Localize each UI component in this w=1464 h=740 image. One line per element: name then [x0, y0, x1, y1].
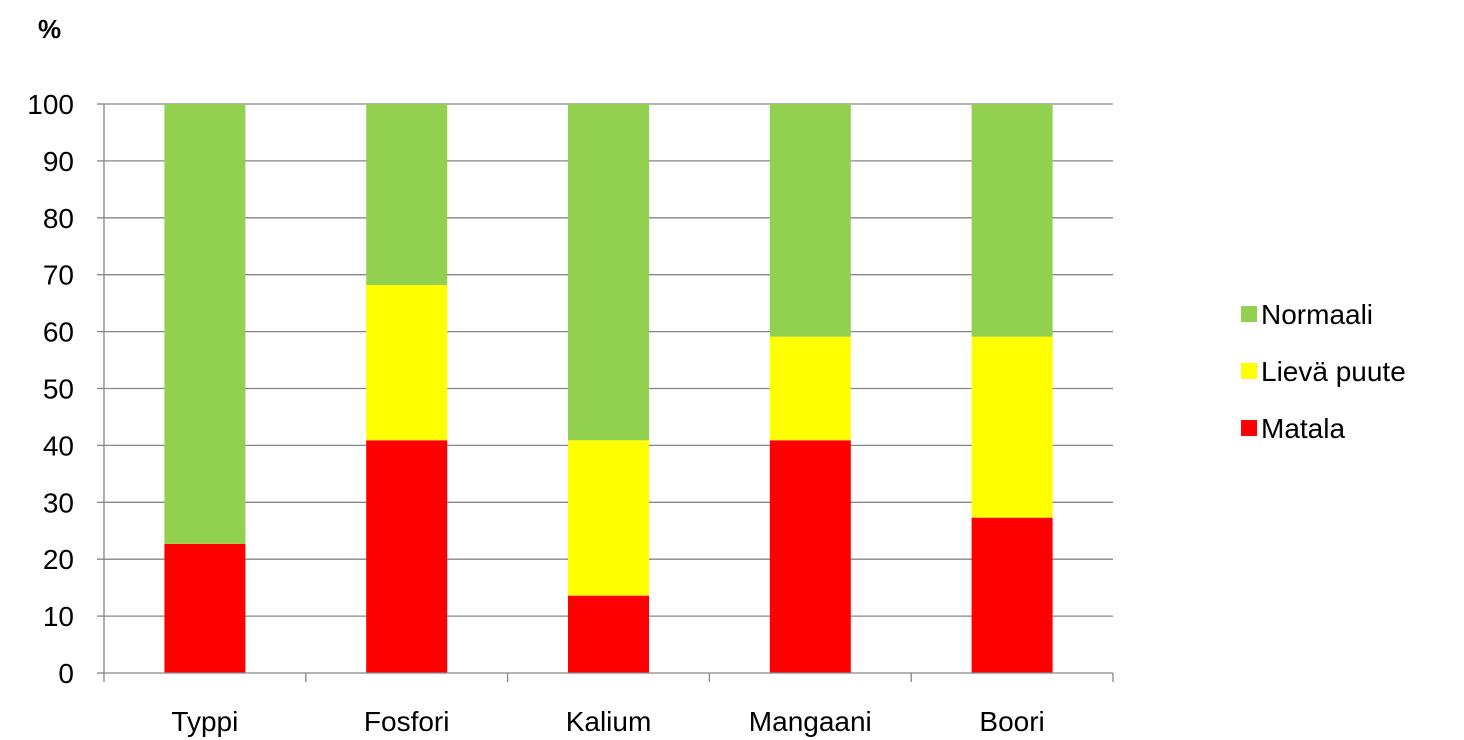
- bar-matala-fosfori: [366, 440, 448, 673]
- legend-item: Lievä puute: [1241, 356, 1406, 387]
- bar-normaali-mangaani: [769, 104, 851, 337]
- axes: 0 10 20 30 40 50 60 70 80 90 100 Typpi Fosfori Kalium…: [27, 89, 1114, 737]
- y-tick-label: 20: [43, 544, 74, 575]
- legend-label: Lievä puute: [1261, 356, 1406, 387]
- legend-swatch: [1241, 420, 1257, 436]
- bar-liev-puute-fosfori: [366, 284, 448, 441]
- bar-matala-mangaani: [769, 440, 851, 673]
- legend-item: Matala: [1241, 413, 1345, 444]
- y-tick-label: 80: [43, 203, 74, 234]
- bar-normaali-kalium: [568, 104, 649, 441]
- bar-normaali-typpi: [164, 104, 246, 544]
- bar-liev-puute-mangaani: [769, 336, 851, 441]
- y-tick-label: 30: [43, 487, 74, 518]
- y-tick-label: 50: [43, 374, 74, 405]
- legend: Normaali Lievä puute Matala: [1241, 299, 1406, 444]
- y-tick-label: 100: [27, 89, 74, 120]
- x-tick-label: Kalium: [566, 706, 652, 737]
- legend-swatch: [1241, 363, 1257, 379]
- x-tick-label: Fosfori: [364, 706, 450, 737]
- legend-item: Normaali: [1241, 299, 1373, 330]
- x-tick-label: Mangaani: [749, 706, 872, 737]
- y-tick-label: 10: [43, 601, 74, 632]
- legend-swatch: [1241, 306, 1257, 322]
- bar-liev-puute-kalium: [568, 440, 649, 596]
- y-tick-label: 90: [43, 146, 74, 177]
- bar-matala-typpi: [164, 543, 246, 673]
- bar-matala-kalium: [568, 595, 649, 673]
- x-tick-label: Boori: [979, 706, 1044, 737]
- x-tick-label: Typpi: [171, 706, 238, 737]
- bar-normaali-fosfori: [366, 104, 448, 285]
- y-tick-label: 40: [43, 430, 74, 461]
- y-tick-label: 0: [58, 658, 74, 689]
- bars: [164, 104, 1053, 673]
- bar-liev-puute-boori: [971, 336, 1053, 518]
- bar-matala-boori: [971, 517, 1053, 673]
- y-tick-label: 60: [43, 317, 74, 348]
- y-tick-label: 70: [43, 260, 74, 291]
- bar-normaali-boori: [971, 104, 1053, 337]
- legend-label: Matala: [1261, 413, 1345, 444]
- legend-label: Normaali: [1261, 299, 1373, 330]
- y-axis-label: %: [38, 14, 61, 44]
